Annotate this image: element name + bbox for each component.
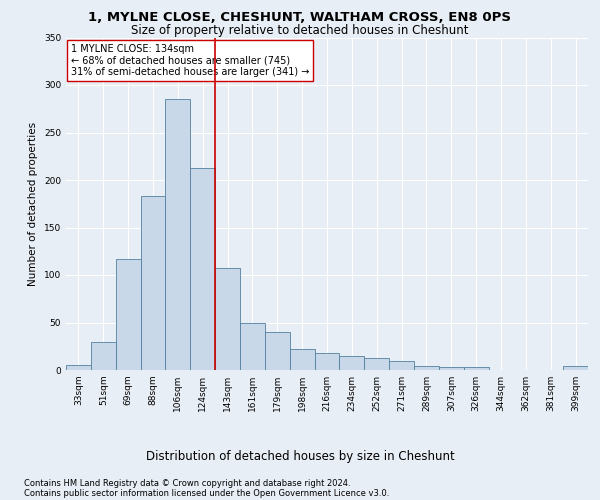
Bar bbox=[91, 342, 116, 370]
Text: Contains HM Land Registry data © Crown copyright and database right 2024.: Contains HM Land Registry data © Crown c… bbox=[24, 479, 350, 488]
Bar bbox=[240, 322, 265, 370]
Bar bbox=[389, 362, 414, 370]
Bar bbox=[364, 358, 389, 370]
Bar bbox=[66, 365, 91, 370]
Text: 1 MYLNE CLOSE: 134sqm
← 68% of detached houses are smaller (745)
31% of semi-det: 1 MYLNE CLOSE: 134sqm ← 68% of detached … bbox=[71, 44, 310, 78]
Bar bbox=[166, 99, 190, 370]
Bar bbox=[464, 367, 488, 370]
Bar bbox=[314, 353, 340, 370]
Bar bbox=[290, 349, 314, 370]
Bar bbox=[563, 366, 588, 370]
Text: Contains public sector information licensed under the Open Government Licence v3: Contains public sector information licen… bbox=[24, 489, 389, 498]
Bar bbox=[265, 332, 290, 370]
Text: 1, MYLNE CLOSE, CHESHUNT, WALTHAM CROSS, EN8 0PS: 1, MYLNE CLOSE, CHESHUNT, WALTHAM CROSS,… bbox=[89, 11, 511, 24]
Bar bbox=[340, 356, 364, 370]
Text: Size of property relative to detached houses in Cheshunt: Size of property relative to detached ho… bbox=[131, 24, 469, 37]
Bar bbox=[116, 259, 140, 370]
Bar bbox=[215, 268, 240, 370]
Y-axis label: Number of detached properties: Number of detached properties bbox=[28, 122, 38, 286]
Text: Distribution of detached houses by size in Cheshunt: Distribution of detached houses by size … bbox=[146, 450, 454, 463]
Bar bbox=[140, 196, 166, 370]
Bar bbox=[439, 367, 464, 370]
Bar bbox=[190, 168, 215, 370]
Bar bbox=[414, 366, 439, 370]
